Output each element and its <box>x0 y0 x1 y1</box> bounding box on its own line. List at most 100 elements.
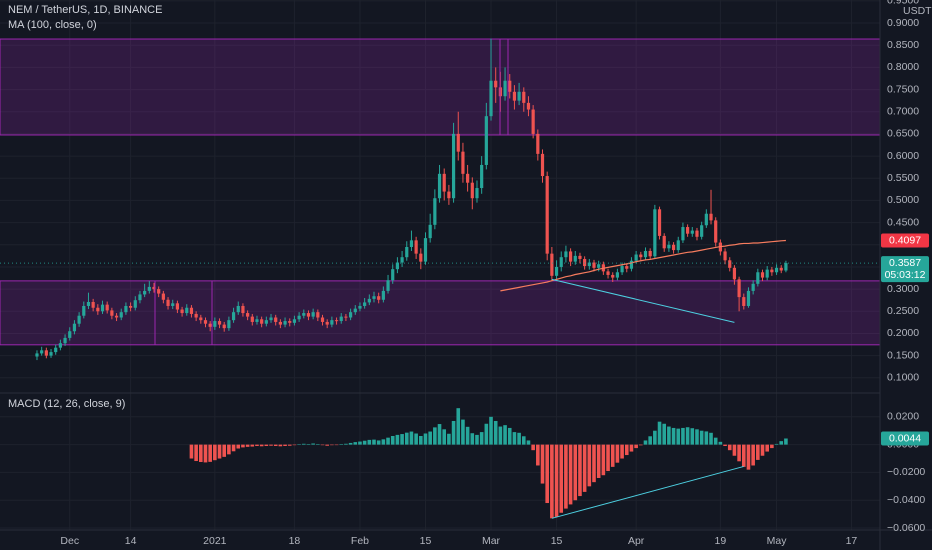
histogram-bar <box>760 444 765 456</box>
zone <box>0 38 880 136</box>
x-tick-label: 14 <box>125 535 137 547</box>
candle-body <box>419 253 423 262</box>
histogram-bar <box>521 436 526 445</box>
y-tick-label: 0.8500 <box>887 39 919 51</box>
candle-body <box>203 320 208 324</box>
x-tick-label: 17 <box>846 535 858 547</box>
candle-body <box>559 257 563 267</box>
histogram-bar <box>741 444 746 467</box>
histogram-bar <box>526 440 531 445</box>
histogram-bar <box>587 444 592 487</box>
histogram-bar <box>774 443 779 445</box>
candle-body <box>583 258 587 267</box>
y-tick-label: 0.4500 <box>887 216 919 228</box>
histogram-bar <box>428 431 432 445</box>
candle-body <box>213 321 217 327</box>
candle-body <box>35 353 39 357</box>
candle-body <box>587 262 591 267</box>
histogram-bar <box>339 444 344 445</box>
candle-body <box>760 272 765 278</box>
histogram-bar <box>404 432 409 445</box>
histogram-bar <box>419 435 423 445</box>
histogram-bar <box>615 444 620 463</box>
candle-body <box>494 80 498 88</box>
candle-body <box>372 296 376 299</box>
candle-body <box>512 91 517 101</box>
candle-body <box>470 182 474 199</box>
candle-body <box>676 240 680 251</box>
candle-body <box>751 283 755 291</box>
histogram-bar <box>498 426 503 445</box>
candle-body <box>363 302 367 306</box>
histogram-bar <box>540 444 545 484</box>
histogram-bar <box>241 444 245 448</box>
candle-body <box>82 305 86 316</box>
candle-body <box>662 235 666 249</box>
moving-average <box>500 239 786 292</box>
candle-body <box>517 91 521 101</box>
candle-body <box>657 209 662 236</box>
candle-body <box>503 80 507 97</box>
candle-body <box>264 320 268 324</box>
histogram-bar <box>297 444 301 445</box>
histogram-bar <box>255 444 259 447</box>
candle-body <box>409 240 414 247</box>
histogram-bar <box>629 444 634 452</box>
histogram-bar <box>676 428 681 445</box>
histogram-bar <box>732 444 737 456</box>
candle-body <box>625 266 629 269</box>
candle-body <box>774 267 779 273</box>
candle-body <box>391 269 395 281</box>
y-tick-label: 0.9000 <box>887 17 919 29</box>
histogram-bar <box>517 432 521 445</box>
histogram-bar <box>601 444 606 476</box>
axis-labels: 0.10000.15000.20000.25000.30000.35000.40… <box>60 0 929 547</box>
candle-body <box>157 289 161 294</box>
candle-body <box>456 133 460 152</box>
countdown-label: 05:03:12 <box>885 269 926 281</box>
candle-body <box>250 316 254 322</box>
histogram-bar <box>344 443 348 445</box>
histogram-bar <box>213 444 217 461</box>
histogram-bar <box>292 444 297 446</box>
candle-body <box>278 321 282 325</box>
candle-body <box>611 274 615 278</box>
candle-body <box>573 255 577 262</box>
candle-body <box>330 320 334 325</box>
candle-body <box>306 313 311 317</box>
x-tick-label: 15 <box>420 535 432 547</box>
histogram-bar <box>610 444 615 467</box>
histogram-bar <box>756 444 760 460</box>
candle-body <box>578 255 582 259</box>
histogram-bar <box>657 421 662 445</box>
candle-body <box>114 315 119 318</box>
histogram-bar <box>259 444 264 447</box>
candle-body <box>592 262 596 268</box>
histogram-bar <box>695 429 699 445</box>
candle-body <box>367 298 371 303</box>
histogram-bar <box>199 444 203 462</box>
candle-body <box>442 173 446 192</box>
histogram-bar <box>362 440 367 445</box>
candle-body <box>86 301 91 306</box>
histogram-bar <box>400 434 404 445</box>
candle-body <box>91 301 95 308</box>
currency-unit: USDT <box>903 5 932 17</box>
candle-body <box>540 153 545 177</box>
histogram-bar <box>475 434 479 445</box>
histogram-bar <box>334 444 339 446</box>
candle-body <box>269 317 273 321</box>
histogram-bar <box>493 420 498 445</box>
candle-body <box>550 253 554 276</box>
candle-body <box>648 250 652 257</box>
histogram-bar <box>395 434 400 445</box>
y-tick-label: 0.2500 <box>887 305 919 317</box>
histogram-bar <box>372 439 376 445</box>
histogram-bar <box>465 426 470 445</box>
y-tick-label: 0.2000 <box>887 327 919 339</box>
histogram-bar <box>536 444 540 466</box>
candle-body <box>320 317 325 322</box>
candle-body <box>428 224 432 239</box>
candle-body <box>779 267 783 271</box>
candle-body <box>508 80 512 92</box>
